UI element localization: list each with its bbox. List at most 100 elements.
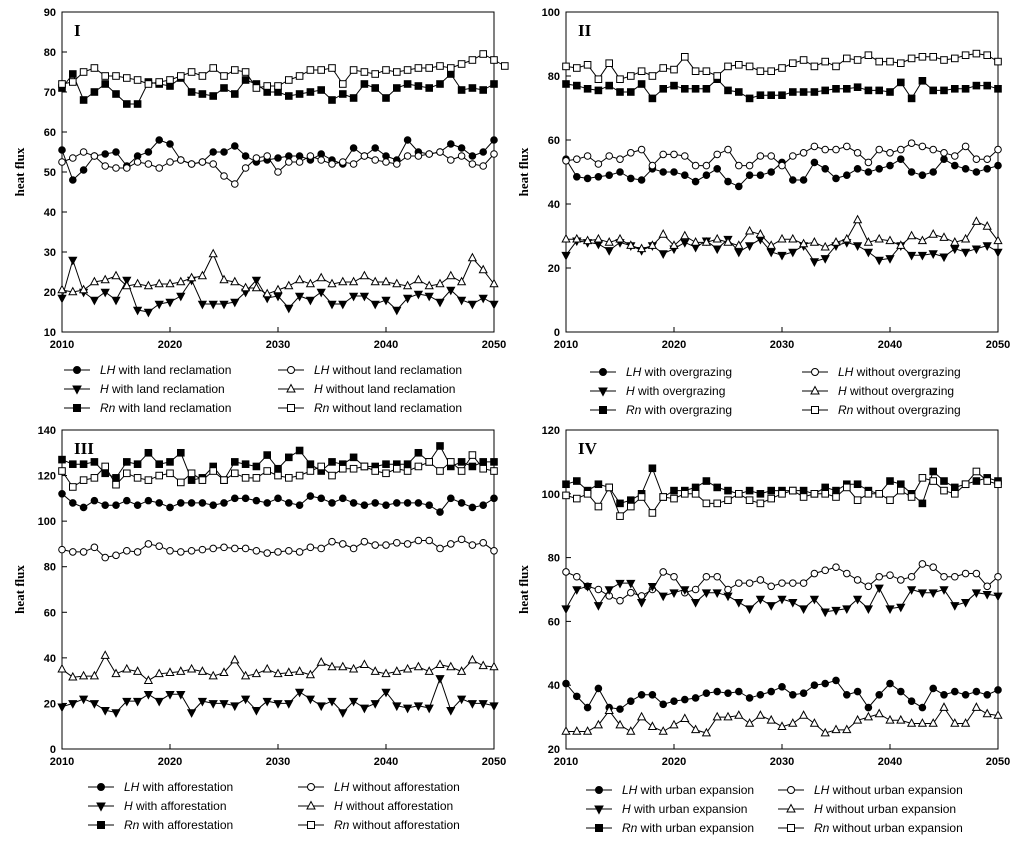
data-point	[166, 546, 174, 555]
data-point	[240, 695, 251, 705]
data-point	[219, 700, 229, 709]
data-point	[231, 458, 239, 466]
data-point	[604, 705, 614, 715]
data-point	[788, 248, 798, 258]
data-point	[285, 474, 293, 482]
legend-description: with overgrazing	[641, 365, 732, 379]
data-point	[562, 62, 570, 71]
legend-label: H without urban expansion	[814, 802, 956, 816]
data-point	[573, 64, 581, 72]
data-point	[263, 152, 272, 160]
data-point	[360, 501, 369, 509]
data-point	[573, 173, 581, 181]
data-point	[864, 51, 873, 60]
data-point	[616, 88, 624, 96]
data-point	[982, 590, 992, 600]
data-point	[490, 467, 498, 475]
data-point	[950, 602, 960, 611]
data-point	[842, 724, 852, 734]
data-point	[263, 499, 272, 507]
data-point	[713, 687, 722, 696]
data-point	[446, 661, 456, 671]
legend-description: without afforestation	[349, 780, 460, 794]
legend-variable: Rn	[124, 818, 140, 832]
series-h-with	[561, 235, 1003, 267]
data-point	[339, 80, 347, 88]
data-point	[940, 486, 948, 495]
data-point	[636, 598, 647, 608]
data-point	[403, 540, 412, 548]
data-point	[670, 150, 678, 159]
data-point	[561, 233, 571, 243]
data-point	[78, 670, 89, 680]
data-point	[220, 172, 228, 180]
data-point	[166, 458, 174, 466]
legend-description: with afforestation	[139, 780, 233, 794]
data-point	[626, 726, 636, 735]
data-point	[208, 248, 218, 258]
data-point	[907, 54, 916, 63]
data-point	[734, 598, 744, 608]
data-point	[864, 582, 873, 591]
data-point	[616, 705, 624, 713]
data-point	[306, 467, 315, 475]
data-point	[403, 499, 412, 507]
data-point	[209, 544, 217, 553]
data-point	[176, 276, 186, 286]
data-point	[897, 78, 905, 87]
data-point	[155, 164, 163, 172]
data-point	[58, 467, 66, 475]
y-tick-label: 40	[44, 653, 56, 665]
data-point	[918, 560, 927, 568]
data-point	[220, 148, 228, 156]
data-point	[951, 161, 959, 170]
data-point	[691, 67, 700, 76]
data-point	[983, 51, 992, 60]
data-point	[659, 85, 668, 93]
data-point	[58, 80, 66, 88]
data-point	[593, 719, 604, 729]
legend-variable: H	[838, 384, 847, 398]
data-point	[627, 697, 635, 705]
legend-variable: H	[124, 799, 133, 813]
data-point	[349, 66, 358, 74]
data-point	[821, 566, 830, 575]
legend-marker	[599, 406, 607, 414]
data-point	[231, 494, 239, 503]
data-point	[972, 467, 981, 476]
data-point	[636, 243, 647, 253]
data-point	[670, 486, 678, 495]
data-point	[100, 706, 110, 716]
data-point	[681, 695, 689, 704]
data-point	[252, 154, 261, 162]
legend-description: with afforestation	[139, 818, 233, 832]
data-point	[166, 158, 174, 166]
data-point	[875, 165, 884, 173]
data-point	[702, 477, 711, 485]
legend-marker	[307, 783, 315, 791]
legend-description: with overgrazing	[641, 403, 732, 417]
data-point	[382, 501, 390, 509]
data-point	[328, 471, 336, 480]
legend-marker	[287, 404, 295, 412]
y-tick-label: 80	[548, 553, 560, 565]
legend-label: LH with afforestation	[124, 780, 233, 794]
data-point	[112, 480, 120, 489]
legend-label: LH without land reclamation	[314, 363, 462, 377]
data-point	[306, 152, 315, 160]
data-point	[348, 663, 359, 673]
data-point	[972, 81, 981, 90]
data-point	[446, 286, 456, 296]
data-point	[403, 152, 412, 160]
data-point	[647, 583, 658, 592]
data-point	[627, 502, 635, 511]
data-point	[165, 278, 175, 288]
data-point	[317, 494, 326, 503]
data-point	[627, 149, 635, 157]
y-tick-label: 20	[548, 263, 560, 275]
data-point	[917, 251, 928, 261]
y-tick-label: 60	[548, 135, 560, 147]
data-point	[295, 158, 304, 166]
data-point	[457, 144, 466, 152]
data-point	[338, 300, 348, 310]
